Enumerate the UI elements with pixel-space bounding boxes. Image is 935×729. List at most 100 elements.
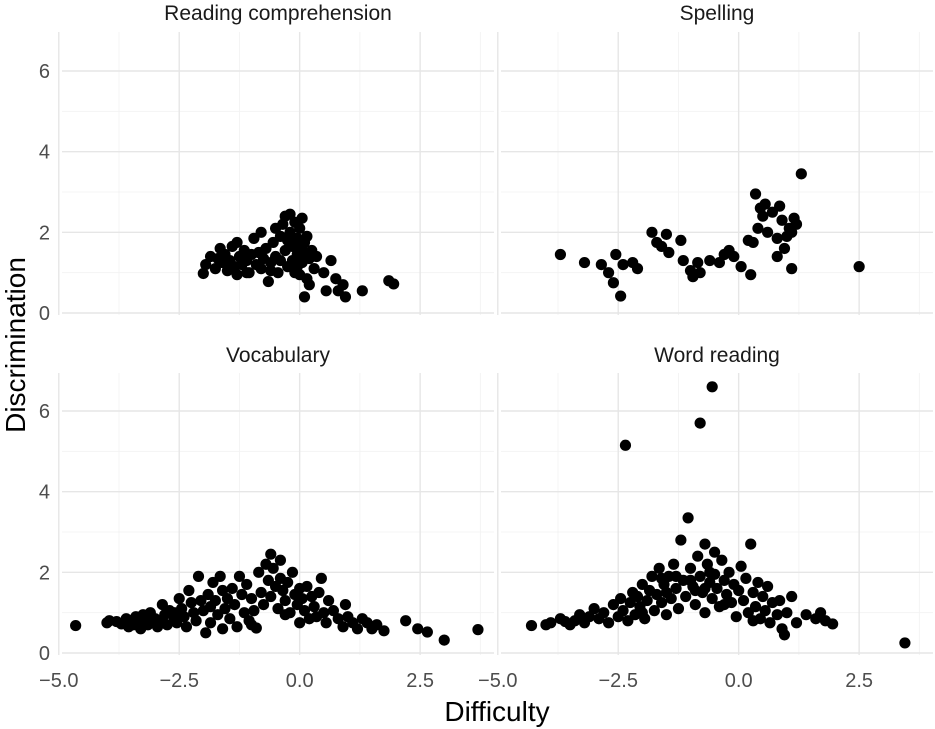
data-point — [378, 625, 390, 637]
data-point — [711, 582, 723, 595]
data-point — [723, 566, 735, 578]
data-point — [774, 594, 786, 607]
x-tick-label: 0.0 — [725, 670, 753, 692]
data-point — [684, 562, 697, 574]
data-point — [180, 621, 193, 633]
data-point — [255, 263, 267, 275]
data-point — [646, 226, 658, 238]
data-point — [554, 248, 567, 261]
data-point — [648, 605, 660, 617]
data-point — [631, 590, 644, 603]
facet-panel: Spelling — [497, 2, 933, 315]
data-point — [761, 580, 774, 593]
data-point — [786, 590, 798, 603]
data-point — [296, 212, 308, 224]
data-point — [790, 218, 803, 230]
data-point — [752, 222, 764, 234]
data-point — [680, 590, 692, 603]
data-point — [265, 265, 277, 277]
data-point — [190, 615, 202, 627]
data-point — [706, 381, 718, 393]
y-tick-label: 6 — [39, 61, 50, 83]
y-axis-title: Discrimination — [0, 257, 31, 433]
data-point — [730, 611, 742, 623]
data-point — [255, 226, 267, 238]
data-point — [298, 291, 311, 303]
data-point — [692, 256, 704, 269]
data-point — [646, 570, 658, 582]
data-point — [781, 607, 793, 619]
data-point — [241, 578, 253, 591]
data-point — [325, 254, 337, 267]
data-point — [721, 588, 733, 601]
data-point — [294, 222, 306, 234]
data-point — [708, 546, 721, 558]
data-point — [663, 246, 675, 259]
data-point — [771, 232, 783, 244]
data-point — [197, 267, 209, 280]
data-point — [718, 599, 730, 611]
data-point — [706, 592, 718, 605]
data-point — [337, 279, 349, 291]
data-point — [231, 269, 243, 281]
data-point — [318, 607, 330, 619]
data-point — [332, 613, 344, 625]
data-point — [438, 634, 450, 646]
data-point — [660, 609, 673, 621]
data-point — [168, 607, 181, 619]
facet-panel: Word reading −5.0 −2.5 0.0 2.5 — [478, 344, 933, 692]
data-point — [728, 250, 740, 263]
data-point — [602, 267, 615, 279]
data-point — [699, 582, 711, 595]
data-point — [764, 617, 776, 629]
data-point — [899, 637, 911, 649]
data-point — [631, 263, 644, 275]
data-point — [337, 621, 349, 633]
data-point — [245, 619, 258, 631]
data-point — [296, 592, 308, 605]
data-point — [675, 234, 687, 246]
data-point — [279, 609, 291, 621]
facet-strip-title: Vocabulary — [226, 344, 330, 367]
data-point — [670, 582, 682, 595]
data-point — [853, 261, 865, 273]
data-point — [219, 603, 231, 615]
data-point — [209, 594, 221, 607]
x-tick-label: 2.5 — [845, 670, 873, 692]
data-point — [315, 572, 327, 584]
x-tick-label: −5.0 — [39, 670, 78, 692]
data-point — [192, 570, 205, 582]
data-point — [327, 605, 340, 617]
data-point — [778, 242, 791, 255]
data-point — [757, 590, 769, 603]
x-axis-title: Difficulty — [444, 696, 549, 727]
data-point — [759, 198, 771, 210]
data-point — [200, 259, 212, 271]
y-tick-label: 4 — [39, 482, 50, 504]
data-point — [672, 603, 685, 615]
data-point — [183, 584, 195, 597]
data-point — [265, 590, 277, 603]
data-point — [694, 417, 706, 429]
data-point — [694, 267, 706, 279]
data-point — [284, 208, 296, 220]
data-point — [301, 230, 313, 242]
data-point — [291, 261, 303, 273]
data-point — [752, 576, 764, 589]
data-point — [651, 588, 663, 601]
y-tick-label: 6 — [39, 401, 50, 423]
data-point — [598, 607, 610, 619]
data-point — [388, 278, 400, 290]
data-point — [339, 599, 352, 611]
data-point — [216, 623, 229, 635]
data-point — [298, 605, 311, 617]
data-point — [233, 570, 246, 582]
data-point — [827, 618, 839, 630]
data-point — [660, 228, 673, 240]
data-point — [310, 250, 323, 263]
data-point — [339, 291, 352, 303]
data-point — [655, 596, 668, 609]
data-point — [607, 277, 620, 289]
data-point — [771, 609, 783, 621]
